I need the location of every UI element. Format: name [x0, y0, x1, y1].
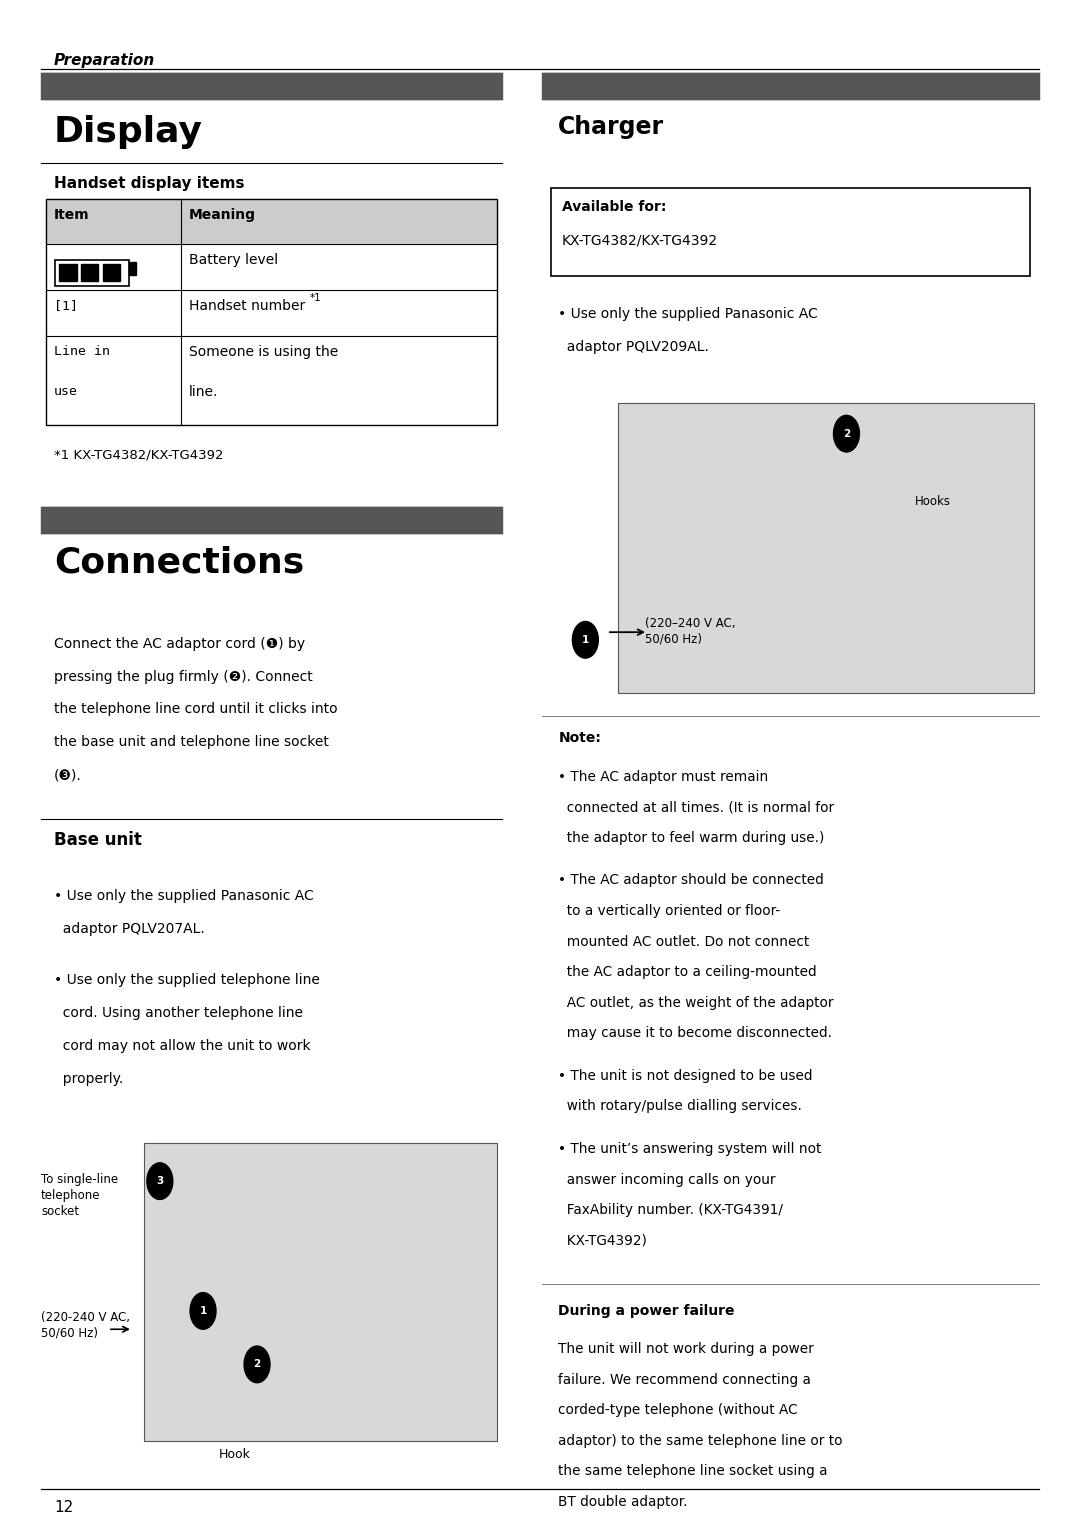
Text: [1]: [1] [54, 299, 78, 313]
Text: adaptor) to the same telephone line or to: adaptor) to the same telephone line or t… [558, 1434, 842, 1448]
Text: • Use only the supplied Panasonic AC: • Use only the supplied Panasonic AC [54, 889, 314, 904]
Text: KX-TG4382/KX-TG4392: KX-TG4382/KX-TG4392 [562, 234, 718, 247]
Text: KX-TG4392): KX-TG4392) [558, 1234, 647, 1248]
Text: mounted AC outlet. Do not connect: mounted AC outlet. Do not connect [558, 935, 810, 948]
Text: Preparation: Preparation [54, 53, 156, 69]
Text: During a power failure: During a power failure [558, 1304, 734, 1318]
Text: 1: 1 [582, 635, 589, 644]
Bar [129, 263, 136, 275]
Circle shape [572, 621, 598, 658]
Text: • Use only the supplied Panasonic AC: • Use only the supplied Panasonic AC [558, 307, 819, 321]
Circle shape [244, 1347, 270, 1383]
Circle shape [834, 415, 860, 452]
Text: (220–240 V AC,
50/60 Hz): (220–240 V AC, 50/60 Hz) [645, 617, 735, 646]
Text: cord. Using another telephone line: cord. Using another telephone line [54, 1006, 303, 1020]
Bar [144, 1142, 497, 1441]
Text: (❸).: (❸). [54, 768, 82, 782]
Text: Hook: Hook [219, 1448, 252, 1461]
Bar [46, 290, 497, 336]
Text: the telephone line cord until it clicks into: the telephone line cord until it clicks … [54, 702, 338, 716]
Text: 12: 12 [54, 1500, 73, 1515]
Circle shape [147, 1164, 173, 1200]
Circle shape [190, 1292, 216, 1328]
Text: *1: *1 [310, 293, 322, 304]
Text: pressing the plug firmly (❷). Connect: pressing the plug firmly (❷). Connect [54, 669, 313, 684]
Text: properly.: properly. [54, 1072, 123, 1086]
Text: Connections: Connections [54, 545, 305, 579]
Text: 3: 3 [157, 1176, 163, 1186]
Bar [46, 244, 497, 290]
Text: the base unit and telephone line socket: the base unit and telephone line socket [54, 736, 329, 750]
Text: answer incoming calls on your: answer incoming calls on your [558, 1173, 775, 1186]
Bar [103, 264, 120, 281]
Text: 1: 1 [200, 1306, 206, 1316]
Text: Battery level: Battery level [189, 253, 279, 267]
Text: (220-240 V AC,
50/60 Hz): (220-240 V AC, 50/60 Hz) [41, 1310, 130, 1339]
Text: Display: Display [54, 115, 203, 148]
Text: corded-type telephone (without AC: corded-type telephone (without AC [558, 1403, 798, 1417]
Bar [81, 264, 98, 281]
Text: connected at all times. (It is normal for: connected at all times. (It is normal fo… [558, 800, 835, 814]
Text: Base unit: Base unit [54, 831, 141, 849]
Text: Handset display items: Handset display items [54, 176, 244, 191]
Text: the same telephone line socket using a: the same telephone line socket using a [558, 1464, 828, 1478]
Text: To single-line
telephone
socket: To single-line telephone socket [41, 1174, 118, 1219]
Bar [542, 73, 1039, 99]
Text: the adaptor to feel warm during use.): the adaptor to feel warm during use.) [558, 831, 825, 844]
Text: Charger: Charger [558, 115, 664, 139]
Text: adaptor PQLV209AL.: adaptor PQLV209AL. [558, 339, 710, 354]
Text: Hooks: Hooks [915, 495, 950, 508]
Text: The unit will not work during a power: The unit will not work during a power [558, 1342, 814, 1356]
Bar [46, 199, 497, 244]
Text: Handset number: Handset number [189, 299, 306, 313]
Bar [618, 403, 1034, 693]
Bar [46, 199, 497, 425]
Text: • The unit is not designed to be used: • The unit is not designed to be used [558, 1069, 813, 1083]
Bar [41, 73, 502, 99]
Text: *1 KX-TG4382/KX-TG4392: *1 KX-TG4382/KX-TG4392 [54, 449, 224, 463]
Text: cord may not allow the unit to work: cord may not allow the unit to work [54, 1038, 311, 1054]
Text: use: use [54, 385, 78, 399]
Text: AC outlet, as the weight of the adaptor: AC outlet, as the weight of the adaptor [558, 996, 834, 1009]
Text: with rotary/pulse dialling services.: with rotary/pulse dialling services. [558, 1099, 802, 1113]
Bar [551, 188, 1030, 276]
Bar [59, 264, 77, 281]
Bar [55, 260, 129, 286]
Text: Someone is using the: Someone is using the [189, 345, 338, 359]
Text: • The AC adaptor should be connected: • The AC adaptor should be connected [558, 873, 824, 887]
Text: BT double adaptor.: BT double adaptor. [558, 1495, 688, 1509]
Text: failure. We recommend connecting a: failure. We recommend connecting a [558, 1373, 811, 1387]
Bar [46, 336, 497, 425]
Text: Note:: Note: [558, 731, 602, 745]
Text: to a vertically oriented or floor-: to a vertically oriented or floor- [558, 904, 781, 918]
Text: the AC adaptor to a ceiling-mounted: the AC adaptor to a ceiling-mounted [558, 965, 816, 979]
Text: 2: 2 [254, 1359, 260, 1370]
Text: Item: Item [54, 208, 90, 221]
Text: line.: line. [189, 385, 218, 399]
Text: • The unit’s answering system will not: • The unit’s answering system will not [558, 1142, 822, 1156]
Bar [41, 507, 502, 533]
Text: Meaning: Meaning [189, 208, 256, 221]
Text: 2: 2 [842, 429, 850, 438]
Text: Line in: Line in [54, 345, 110, 359]
Text: • Use only the supplied telephone line: • Use only the supplied telephone line [54, 974, 320, 988]
Text: may cause it to become disconnected.: may cause it to become disconnected. [558, 1026, 833, 1040]
Text: FaxAbility number. (KX-TG4391/: FaxAbility number. (KX-TG4391/ [558, 1203, 783, 1217]
Text: • The AC adaptor must remain: • The AC adaptor must remain [558, 770, 769, 783]
Text: adaptor PQLV207AL.: adaptor PQLV207AL. [54, 922, 205, 936]
Text: Connect the AC adaptor cord (❶) by: Connect the AC adaptor cord (❶) by [54, 637, 306, 651]
Text: Available for:: Available for: [562, 200, 666, 214]
